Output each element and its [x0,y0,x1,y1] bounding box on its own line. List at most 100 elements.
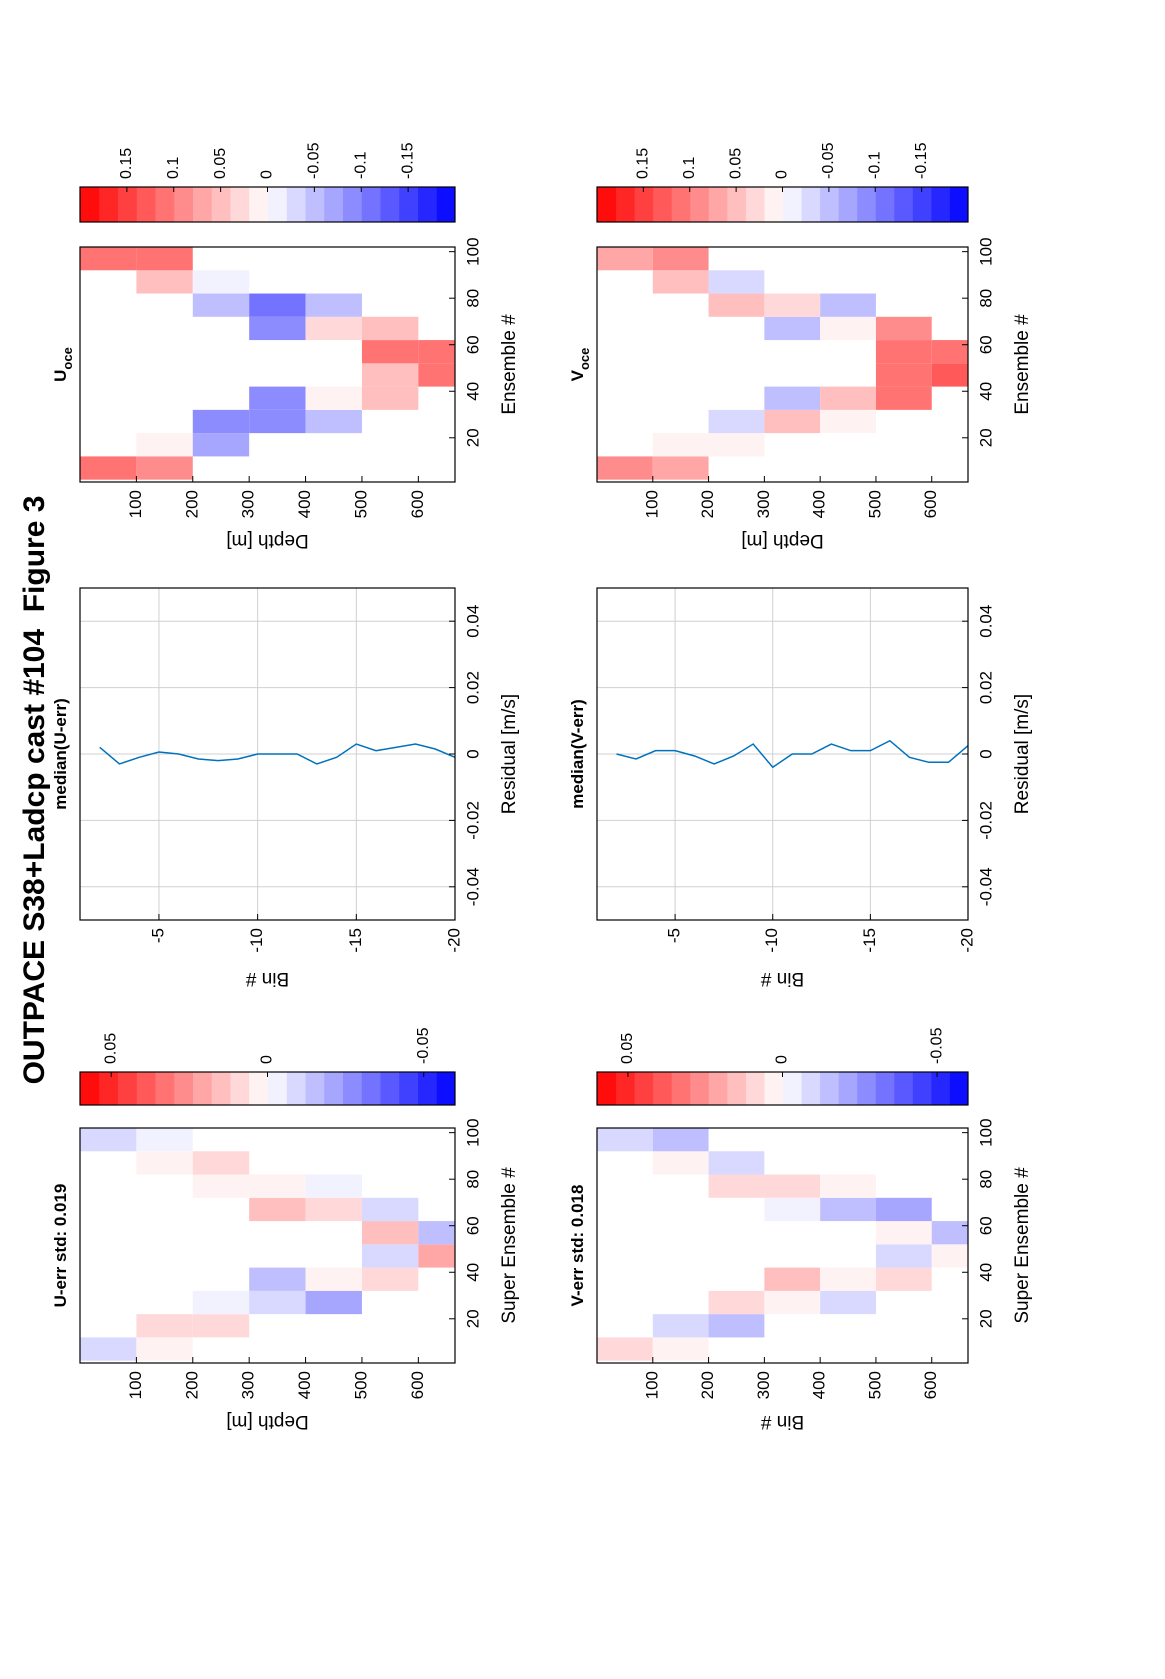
y-tick-label: 300 [239,1371,258,1399]
median-line [99,743,456,765]
heatmap-cell [136,456,193,480]
colorbar-segment [342,187,362,222]
heatmap-cell [136,247,193,271]
heatmap-cell [192,1314,250,1338]
heatmap-cell [305,316,362,341]
colorbar-segment [801,187,821,222]
colorbar-segment [634,1072,654,1105]
colorbar-segment [782,1072,802,1105]
panel-title: U-err std: 0.019 [51,1184,70,1308]
y-tick-label: -10 [762,928,781,953]
heatmap-cell [931,340,968,364]
y-axis-label: Depth [m] [226,1411,308,1432]
heatmap-cell [708,1151,765,1175]
colorbar-tick-label: -0.1 [352,151,369,179]
heatmap-cell [249,1174,306,1198]
x-tick-label: 80 [976,289,995,308]
heatmap-cell [875,1267,932,1291]
heatmap-cell [652,247,709,271]
heatmap-cell [418,340,455,364]
heatmap-cell [652,270,709,294]
y-tick-label: 400 [295,490,314,518]
panel-title-main: V [568,369,587,381]
x-tick-label: 20 [463,1309,482,1328]
heatmap-cell [418,363,455,387]
x-tick-label: 60 [976,1216,995,1235]
panel-title-main: median(V-err) [568,699,587,809]
plot-frame [596,1127,969,1364]
heatmap-cell [418,1244,455,1268]
colorbar-tick-label: 0 [774,170,791,179]
x-tick-label: 40 [463,382,482,401]
colorbar-tick-label: -0.15 [913,142,930,179]
colorbar-tick-label: 0.05 [619,1033,636,1064]
x-tick-label: 100 [976,1118,995,1146]
y-tick-label: 300 [239,490,258,518]
heatmap-cell [80,1337,137,1361]
colorbar-tick-label: 0.15 [118,148,135,179]
heatmap-cell [249,1197,306,1222]
y-tick-label: -5 [148,928,167,943]
x-axis-label: Residual [m/s] [1012,694,1033,814]
x-axis-label: Residual [m/s] [499,694,520,814]
heatmap-cell [192,433,250,457]
colorbar-segment [689,1072,709,1105]
heatmap-cell [136,1337,193,1361]
colorbar-segment [398,187,418,222]
y-tick-label: 100 [642,1371,661,1399]
heatmap-cell [764,1197,821,1222]
x-tick-label: 80 [463,289,482,308]
y-tick-label: -15 [860,928,879,953]
x-tick-label: 100 [463,237,482,265]
x-tick-label: 20 [976,428,995,447]
y-tick-label: -20 [957,928,976,953]
colorbar-segment [286,1072,306,1105]
y-tick-label: 600 [408,490,427,518]
y-tick-label: 500 [351,1371,370,1399]
x-tick-label: 100 [463,1118,482,1146]
colorbar-segment [745,1072,765,1105]
colorbar-tick-label: -0.05 [306,142,323,179]
x-tick-label: 60 [463,335,482,354]
heatmap-cell [192,1151,250,1175]
colorbar-segment [80,187,100,222]
colorbar-segment [80,1072,100,1105]
colorbar-tick-label: 0.05 [727,148,744,179]
colorbar-segment [173,187,193,222]
heatmap-cell [249,386,306,410]
y-tick-label: 300 [754,490,773,518]
colorbar-segment [211,187,231,222]
colorbar-segment [763,187,784,222]
heatmap-cell [249,1290,306,1315]
heatmap-cell [192,1174,250,1198]
y-tick-label: 200 [182,1371,201,1399]
heatmap-cell [249,409,306,434]
y-axis-label: Bin # [760,968,804,989]
heatmap-cell [652,433,709,457]
heatmap-cell [820,1267,876,1291]
heatmap-cell [820,409,876,434]
colorbar-segment [893,1072,913,1105]
x-tick-label: 0.02 [976,671,995,704]
y-tick-label: 500 [351,490,370,518]
heatmap-cell [875,1221,932,1245]
heatmap-cell [80,456,137,480]
x-tick-label: 0.04 [976,605,995,638]
colorbar-segment [192,187,212,222]
x-axis-label: Super Ensemble # [499,1167,520,1324]
heatmap-cell [875,1244,932,1268]
colorbar-segment [949,1072,969,1105]
x-tick-label: 80 [976,1170,995,1189]
heatmap-cell [652,1128,709,1152]
y-axis-label: Bin # [760,1411,804,1432]
colorbar-segment [380,187,400,222]
colorbar-segment [949,187,969,222]
colorbar-segment [248,187,268,222]
heatmap-cell [931,1221,968,1245]
panel-title-sub: oce [577,348,592,370]
heatmap-cell [820,293,876,317]
y-tick-label: 100 [126,490,145,518]
colorbar-segment [267,187,287,222]
heatmap-cell [820,1174,876,1198]
heatmap-cell [652,456,709,480]
